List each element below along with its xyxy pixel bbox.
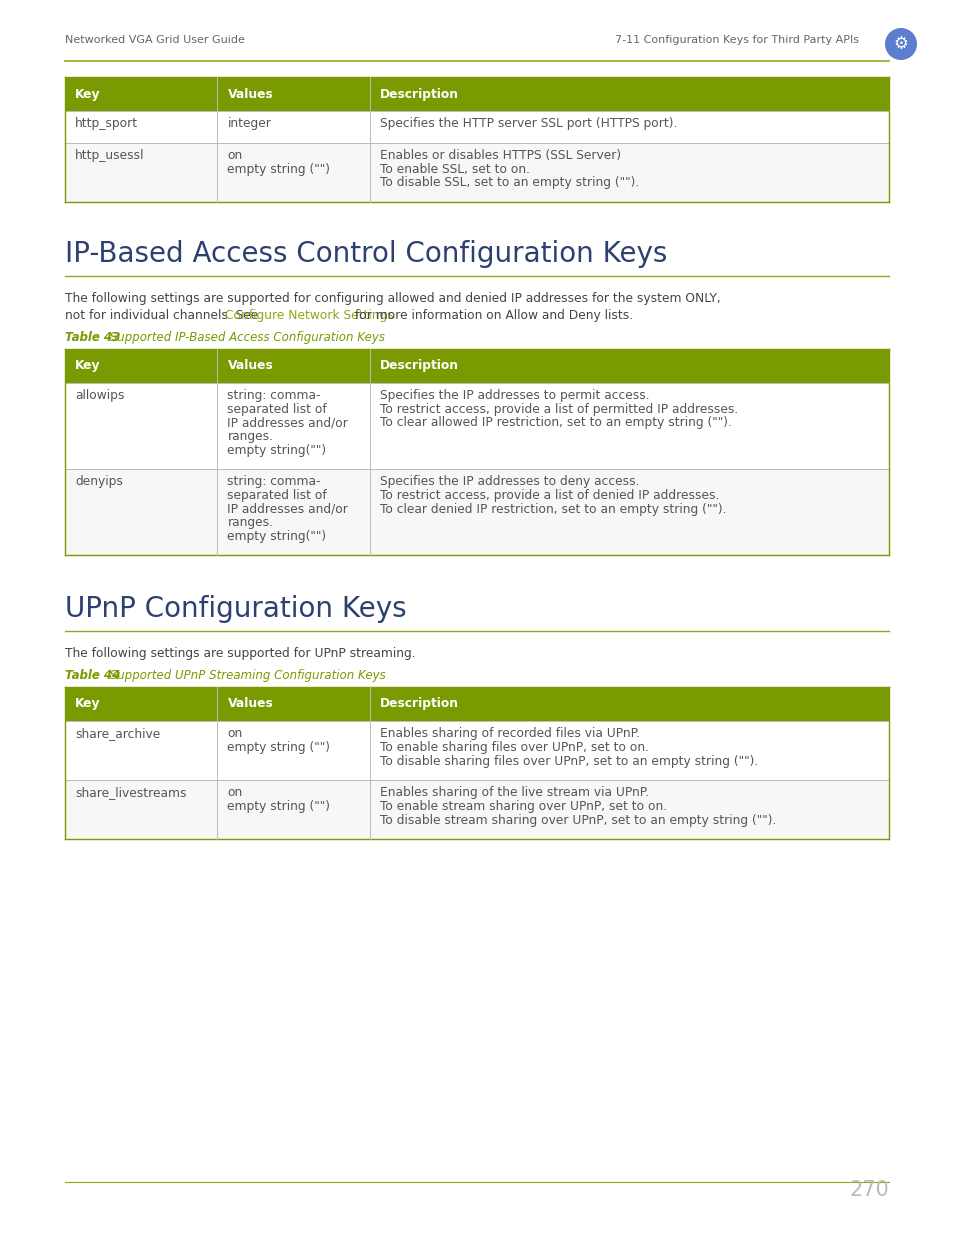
Text: Description: Description	[379, 359, 458, 372]
Text: Values: Values	[227, 359, 273, 372]
Text: allowips: allowips	[75, 389, 124, 403]
Text: Key: Key	[75, 359, 100, 372]
Text: empty string(""): empty string("")	[227, 530, 326, 543]
Text: Networked VGA Grid User Guide: Networked VGA Grid User Guide	[65, 35, 245, 44]
Text: To clear allowed IP restriction, set to an empty string ("").: To clear allowed IP restriction, set to …	[379, 416, 731, 430]
Text: Description: Description	[379, 88, 458, 100]
Text: 270: 270	[848, 1179, 888, 1200]
Text: The following settings are supported for configuring allowed and denied IP addre: The following settings are supported for…	[65, 291, 720, 305]
Bar	[65, 469, 888, 555]
Text: UPnP Configuration Keys: UPnP Configuration Keys	[65, 595, 406, 622]
Text: http_sport: http_sport	[75, 117, 138, 131]
Text: Enables or disables HTTPS (SSL Server): Enables or disables HTTPS (SSL Server)	[379, 149, 620, 162]
Text: empty string (""): empty string ("")	[227, 800, 330, 813]
Text: empty string (""): empty string ("")	[227, 741, 330, 755]
Bar	[65, 779, 888, 839]
Text: Table 43: Table 43	[65, 331, 120, 343]
Text: empty string (""): empty string ("")	[227, 163, 330, 175]
Text: ⚙: ⚙	[893, 35, 907, 53]
Text: Values: Values	[227, 88, 273, 100]
Text: empty string(""): empty string("")	[227, 443, 326, 457]
Text: Description: Description	[379, 698, 458, 710]
Bar	[65, 348, 888, 383]
Text: Values: Values	[227, 698, 273, 710]
Text: on: on	[227, 727, 242, 741]
Text: Table 44: Table 44	[65, 669, 120, 682]
Text: integer: integer	[227, 117, 271, 131]
Text: IP addresses and/or: IP addresses and/or	[227, 503, 348, 515]
Text: Enables sharing of the live stream via UPnP.: Enables sharing of the live stream via U…	[379, 787, 648, 799]
Text: Configure Network Settings: Configure Network Settings	[225, 309, 394, 321]
Text: denyips: denyips	[75, 475, 123, 488]
Text: share_livestreams: share_livestreams	[75, 787, 186, 799]
Text: ranges.: ranges.	[227, 430, 274, 443]
Text: 7-11 Configuration Keys for Third Party APIs: 7-11 Configuration Keys for Third Party …	[615, 35, 858, 44]
Text: To enable stream sharing over UPnP, set to on.: To enable stream sharing over UPnP, set …	[379, 800, 666, 813]
Bar	[65, 687, 888, 721]
Text: separated list of: separated list of	[227, 489, 327, 501]
Text: To enable SSL, set to on.: To enable SSL, set to on.	[379, 163, 529, 175]
Text: The following settings are supported for UPnP streaming.: The following settings are supported for…	[65, 647, 416, 659]
Bar	[65, 721, 888, 779]
Text: Enables sharing of recorded files via UPnP.: Enables sharing of recorded files via UP…	[379, 727, 639, 741]
Bar	[65, 142, 888, 201]
Bar	[65, 111, 888, 142]
Text: on: on	[227, 149, 242, 162]
Text: Specifies the HTTP server SSL port (HTTPS port).: Specifies the HTTP server SSL port (HTTP…	[379, 117, 677, 131]
Text: Specifies the IP addresses to deny access.: Specifies the IP addresses to deny acces…	[379, 475, 639, 488]
Text: Specifies the IP addresses to permit access.: Specifies the IP addresses to permit acc…	[379, 389, 649, 403]
Bar	[65, 77, 888, 111]
Text: To restrict access, provide a list of denied IP addresses.: To restrict access, provide a list of de…	[379, 489, 719, 501]
Bar	[65, 383, 888, 469]
Text: IP addresses and/or: IP addresses and/or	[227, 416, 348, 430]
Text: Supported UPnP Streaming Configuration Keys: Supported UPnP Streaming Configuration K…	[106, 669, 385, 682]
Text: To clear denied IP restriction, set to an empty string ("").: To clear denied IP restriction, set to a…	[379, 503, 725, 515]
Text: share_archive: share_archive	[75, 727, 160, 741]
Text: Supported IP-Based Access Configuration Keys: Supported IP-Based Access Configuration …	[106, 331, 384, 343]
Circle shape	[884, 28, 916, 61]
Text: string: comma-: string: comma-	[227, 475, 320, 488]
Text: Key: Key	[75, 698, 100, 710]
Text: To enable sharing files over UPnP, set to on.: To enable sharing files over UPnP, set t…	[379, 741, 648, 755]
Text: To disable sharing files over UPnP, set to an empty string ("").: To disable sharing files over UPnP, set …	[379, 755, 758, 768]
Text: To disable SSL, set to an empty string ("").: To disable SSL, set to an empty string (…	[379, 177, 639, 189]
Text: string: comma-: string: comma-	[227, 389, 320, 403]
Text: on: on	[227, 787, 242, 799]
Text: To restrict access, provide a list of permitted IP addresses.: To restrict access, provide a list of pe…	[379, 403, 738, 416]
Text: ranges.: ranges.	[227, 516, 274, 529]
Text: Key: Key	[75, 88, 100, 100]
Text: separated list of: separated list of	[227, 403, 327, 416]
Text: not for individual channels. See: not for individual channels. See	[65, 309, 262, 321]
Text: IP-Based Access Control Configuration Keys: IP-Based Access Control Configuration Ke…	[65, 240, 667, 268]
Text: http_usessl: http_usessl	[75, 149, 144, 162]
Text: To disable stream sharing over UPnP, set to an empty string ("").: To disable stream sharing over UPnP, set…	[379, 814, 776, 826]
Text: for more information on Allow and Deny lists.: for more information on Allow and Deny l…	[351, 309, 633, 321]
